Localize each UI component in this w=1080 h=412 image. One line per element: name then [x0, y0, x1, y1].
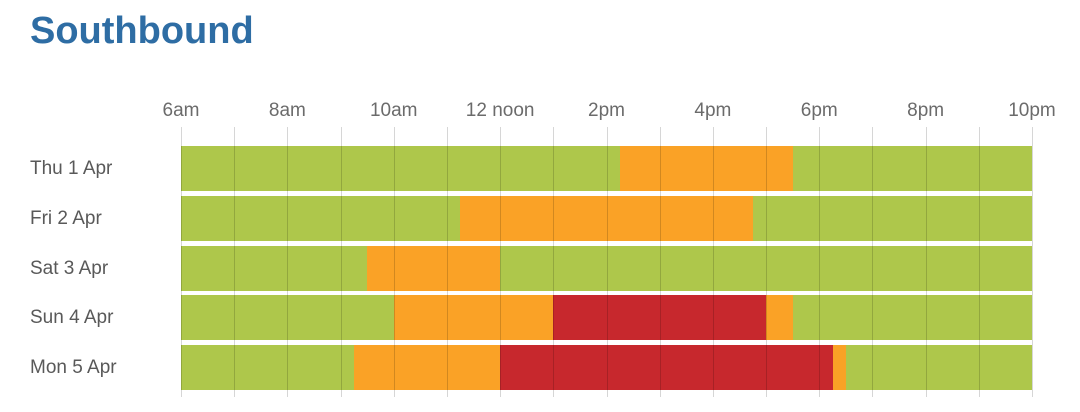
day-bar-row: [181, 195, 1032, 241]
hour-gridline: [287, 127, 289, 397]
segment-orange: [393, 295, 554, 341]
day-bar-row: [181, 146, 1032, 191]
row-label: Fri 2 Apr: [30, 207, 102, 229]
row-label: Thu 1 Apr: [30, 158, 113, 179]
row-label: Mon 5 Apr: [30, 357, 117, 378]
segment-green: [181, 245, 368, 291]
hour-gridline: [181, 127, 182, 397]
hour-gridline: [978, 127, 980, 397]
axis-tick-label: 6pm: [800, 100, 838, 121]
axis-tick-label: 12 noon: [465, 100, 535, 121]
hour-gridline: [234, 127, 236, 397]
hour-gridline: [606, 127, 608, 397]
hour-gridline: [393, 127, 395, 397]
day-bar-row: [181, 295, 1032, 341]
segment-green: [845, 345, 1032, 390]
hour-gridline: [925, 127, 927, 397]
axis-tick-label: 8am: [268, 100, 306, 121]
row-label: Sun 4 Apr: [30, 307, 114, 329]
hour-gridline: [500, 127, 502, 397]
hour-gridline: [446, 127, 448, 397]
segment-green: [792, 295, 1032, 341]
segment-green: [181, 295, 394, 341]
hour-gridline: [1032, 127, 1033, 397]
axis-tick-label: 6am: [162, 100, 200, 121]
segment-orange: [353, 345, 501, 390]
segment-red: [500, 345, 833, 390]
axis-tick-label: 10am: [369, 100, 418, 121]
segment-green: [181, 146, 620, 191]
hour-gridline: [712, 127, 714, 397]
axis-tick-label: 8pm: [907, 100, 945, 121]
segment-orange: [460, 195, 753, 241]
segment-green: [792, 146, 1032, 191]
segment-orange: [832, 345, 846, 390]
hour-gridline: [766, 127, 768, 397]
axis-tick-label: 2pm: [588, 100, 625, 121]
axis-tick-label: 10pm: [1008, 100, 1056, 121]
axis-tick-label: 4pm: [694, 100, 732, 121]
hour-gridline: [659, 127, 661, 397]
page-title: Southbound: [30, 10, 254, 52]
segment-green: [181, 345, 354, 390]
segment-orange: [619, 146, 793, 191]
hour-gridline: [819, 127, 821, 397]
segment-orange: [766, 295, 793, 341]
row-label: Sat 3 Apr: [30, 257, 109, 279]
segment-red: [553, 295, 767, 341]
day-bar-row: [181, 245, 1032, 291]
hour-gridline: [872, 127, 874, 397]
segment-orange: [367, 245, 501, 291]
hour-gridline: [340, 127, 342, 397]
segment-green: [181, 195, 461, 241]
segment-green: [500, 245, 1032, 291]
segment-green: [752, 195, 1032, 241]
hour-gridline: [553, 127, 555, 397]
day-bar-row: [181, 345, 1032, 390]
